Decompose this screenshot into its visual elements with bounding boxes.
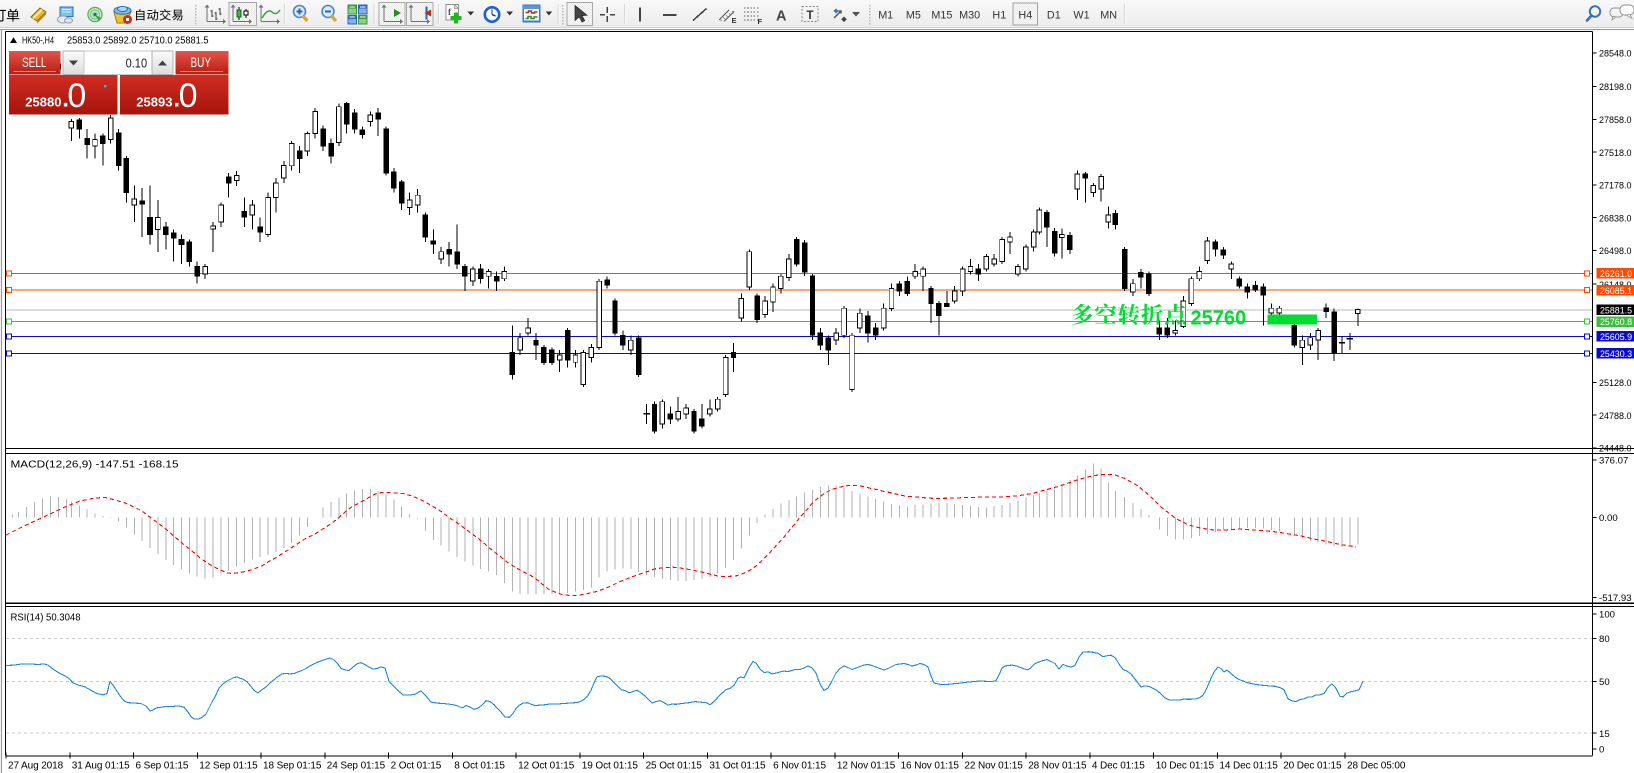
svg-text:6 Sep 01:15: 6 Sep 01:15	[136, 761, 189, 772]
svg-text:26261.0: 26261.0	[1600, 269, 1632, 280]
svg-text:W1: W1	[1073, 10, 1089, 22]
svg-text:D1: D1	[1047, 10, 1061, 22]
svg-text:12 Sep 01:15: 12 Sep 01:15	[199, 761, 258, 772]
svg-text:H1: H1	[992, 10, 1006, 22]
svg-text:31 Oct 01:15: 31 Oct 01:15	[709, 761, 766, 772]
svg-text:18 Sep 01:15: 18 Sep 01:15	[263, 761, 322, 772]
svg-text:F: F	[758, 17, 763, 26]
svg-text:M15: M15	[931, 10, 952, 22]
svg-text:10 Dec 01:15: 10 Dec 01:15	[1156, 761, 1215, 772]
svg-text:4 Dec 01:15: 4 Dec 01:15	[1092, 761, 1145, 772]
svg-text:M1: M1	[878, 10, 893, 22]
svg-text:24788.0: 24788.0	[1599, 411, 1632, 422]
svg-text:MN: MN	[1100, 10, 1117, 22]
svg-text:2 Oct 01:15: 2 Oct 01:15	[391, 761, 442, 772]
svg-text:27518.0: 27518.0	[1599, 148, 1632, 159]
svg-text:25 Oct 01:15: 25 Oct 01:15	[646, 761, 703, 772]
svg-text:A: A	[776, 9, 787, 25]
svg-text:25853.0 25892.0 25710.0 25881.: 25853.0 25892.0 25710.0 25881.5	[67, 36, 209, 47]
svg-text:28 Dec 05:00: 28 Dec 05:00	[1347, 761, 1406, 772]
svg-text:31 Aug 01:15: 31 Aug 01:15	[72, 761, 130, 772]
svg-text:100: 100	[1599, 610, 1615, 621]
svg-text:25893: 25893	[136, 95, 172, 110]
svg-text:0: 0	[1599, 745, 1604, 756]
svg-text:19 Oct 01:15: 19 Oct 01:15	[582, 761, 639, 772]
svg-text:MACD(12,26,9) -147.51 -168.15: MACD(12,26,9) -147.51 -168.15	[11, 459, 179, 470]
svg-text:0: 0	[179, 77, 198, 115]
svg-text:0.10: 0.10	[126, 56, 148, 70]
svg-text:376.07: 376.07	[1599, 456, 1628, 467]
svg-text:f: f	[448, 8, 452, 18]
svg-text:.: .	[62, 86, 69, 113]
svg-text:12 Nov 01:15: 12 Nov 01:15	[837, 761, 896, 772]
svg-text:0: 0	[67, 77, 86, 115]
svg-text:RSI(14) 50.3048: RSI(14) 50.3048	[11, 613, 81, 624]
svg-text:28548.0: 28548.0	[1599, 49, 1632, 60]
svg-text:27178.0: 27178.0	[1599, 181, 1632, 192]
svg-text:12 Oct 01:15: 12 Oct 01:15	[518, 761, 575, 772]
svg-text:20 Dec 01:15: 20 Dec 01:15	[1283, 761, 1342, 772]
svg-text:27858.0: 27858.0	[1599, 115, 1632, 126]
svg-text:M5: M5	[906, 10, 921, 22]
svg-text:50: 50	[1599, 677, 1610, 688]
svg-text:M30: M30	[959, 10, 980, 22]
svg-text:14 Dec 01:15: 14 Dec 01:15	[1219, 761, 1278, 772]
svg-text:25128.0: 25128.0	[1599, 378, 1632, 389]
svg-text:HK50-,H4: HK50-,H4	[22, 36, 54, 47]
svg-text:H4: H4	[1018, 10, 1032, 22]
svg-text:25760: 25760	[1191, 307, 1247, 329]
svg-text:24 Sep 01:15: 24 Sep 01:15	[327, 761, 386, 772]
svg-text:BUY: BUY	[191, 55, 212, 70]
svg-text:26838.0: 26838.0	[1599, 213, 1632, 224]
svg-text:SELL: SELL	[22, 55, 47, 70]
svg-text:24448.0: 24448.0	[1599, 444, 1632, 455]
svg-text:25880: 25880	[25, 95, 61, 110]
svg-text:15: 15	[1599, 729, 1610, 740]
svg-text:.: .	[173, 86, 180, 113]
svg-text:6 Nov 01:15: 6 Nov 01:15	[773, 761, 826, 772]
svg-text:80: 80	[1599, 634, 1610, 645]
svg-text:26498.0: 26498.0	[1599, 246, 1632, 257]
svg-text:27 Aug 2018: 27 Aug 2018	[8, 761, 64, 772]
svg-text:0.00: 0.00	[1599, 513, 1618, 524]
svg-text:26085.1: 26085.1	[1600, 286, 1632, 297]
svg-text:25430.3: 25430.3	[1600, 349, 1632, 360]
svg-text:25760.8: 25760.8	[1600, 317, 1632, 328]
svg-text:28 Nov 01:15: 28 Nov 01:15	[1028, 761, 1087, 772]
svg-text:-517.93: -517.93	[1599, 593, 1632, 604]
svg-text:22 Nov 01:15: 22 Nov 01:15	[964, 761, 1023, 772]
svg-text:16 Nov 01:15: 16 Nov 01:15	[901, 761, 960, 772]
svg-text:25605.9: 25605.9	[1600, 332, 1632, 343]
svg-text:28198.0: 28198.0	[1599, 82, 1632, 93]
svg-text:E: E	[732, 16, 737, 25]
svg-text:T: T	[807, 10, 814, 22]
svg-text:25881.5: 25881.5	[1600, 306, 1632, 317]
svg-text:8 Oct 01:15: 8 Oct 01:15	[454, 761, 505, 772]
